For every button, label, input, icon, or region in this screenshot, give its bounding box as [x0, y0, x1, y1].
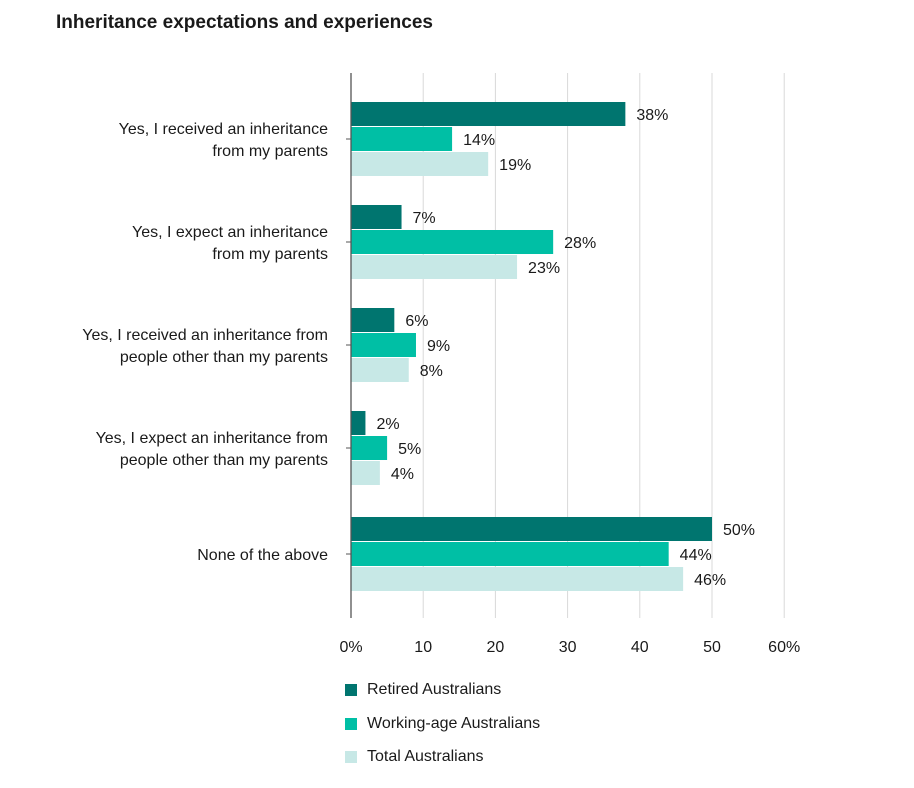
x-tick-label: 0% — [339, 639, 362, 656]
bar-working-age — [351, 230, 554, 254]
value-label-retired: 6% — [405, 313, 428, 330]
bar-total — [351, 567, 684, 591]
legend-label-total: Total Australians — [367, 748, 484, 765]
bar-retired — [351, 102, 626, 126]
bar-working-age — [351, 127, 453, 151]
value-label-retired: 2% — [376, 416, 399, 433]
category-label-line: people other than my parents — [120, 452, 328, 469]
value-label-working-age: 5% — [398, 441, 421, 458]
category-label-line: Yes, I expect an inheritance from — [96, 430, 328, 447]
legend-item-retired: Retired Australians — [345, 680, 540, 700]
bar-working-age — [351, 542, 669, 566]
value-label-total: 8% — [420, 363, 443, 380]
x-tick-label: 30 — [559, 639, 577, 656]
bar-working-age — [351, 333, 416, 357]
value-label-total: 19% — [499, 157, 531, 174]
category-label-line: from my parents — [212, 143, 328, 160]
value-label-retired: 38% — [636, 107, 668, 124]
chart-legend: Retired Australians Working-age Australi… — [345, 680, 540, 781]
legend-label-retired: Retired Australians — [367, 681, 502, 698]
value-label-retired: 50% — [723, 522, 755, 539]
bar-total — [351, 255, 518, 279]
value-label-total: 23% — [528, 260, 560, 277]
category-label-line: Yes, I received an inheritance — [119, 121, 328, 138]
value-label-working-age: 44% — [680, 547, 712, 564]
legend-label-working-age: Working-age Australians — [367, 714, 541, 732]
legend-swatch-working-age — [345, 717, 357, 730]
bar-retired — [351, 517, 712, 541]
bar-total — [351, 358, 409, 382]
bar-total — [351, 461, 380, 485]
bar-working-age — [351, 436, 388, 460]
bar-total — [351, 152, 489, 176]
chart-title: Inheritance expectations and experiences — [56, 12, 433, 33]
value-label-working-age: 14% — [463, 132, 495, 149]
value-label-total: 46% — [694, 572, 726, 589]
category-label-line: people other than my parents — [120, 349, 328, 366]
x-tick-label: 40 — [631, 639, 649, 656]
legend-item-total: Total Australians — [345, 747, 540, 767]
category-label-line: from my parents — [212, 246, 328, 263]
x-tick-label: 10 — [414, 639, 432, 656]
legend-swatch-retired — [345, 684, 357, 696]
x-tick-label: 60% — [768, 639, 800, 656]
value-label-total: 4% — [391, 466, 414, 483]
x-tick-label: 50 — [703, 639, 721, 656]
category-label: None of the above — [197, 547, 328, 564]
bar-retired — [351, 205, 402, 229]
value-label-working-age: 9% — [427, 338, 450, 355]
bar-retired — [351, 308, 395, 332]
category-label: Yes, I expect an inheritance from my pare… — [132, 224, 328, 263]
category-label: Yes, I expect an inheritance from people … — [96, 430, 328, 469]
legend-item-working-age: Working-age Australians — [345, 714, 540, 734]
category-label-line: None of the above — [197, 547, 328, 564]
x-tick-label: 20 — [487, 639, 505, 656]
category-label: Yes, I received an inheritance from peopl… — [82, 327, 328, 366]
inheritance-bar-chart: 38% 14%19% Yes, I received an inheritance f… — [82, 73, 800, 656]
value-label-retired: 7% — [413, 210, 436, 227]
legend-swatch-total — [345, 751, 357, 763]
category-label-line: Yes, I expect an inheritance — [132, 224, 328, 241]
bar-retired — [351, 411, 366, 435]
value-label-working-age: 28% — [564, 235, 596, 252]
category-label: Yes, I received an inheritance from my pa… — [119, 121, 328, 160]
category-label-line: Yes, I received an inheritance from — [82, 327, 328, 344]
